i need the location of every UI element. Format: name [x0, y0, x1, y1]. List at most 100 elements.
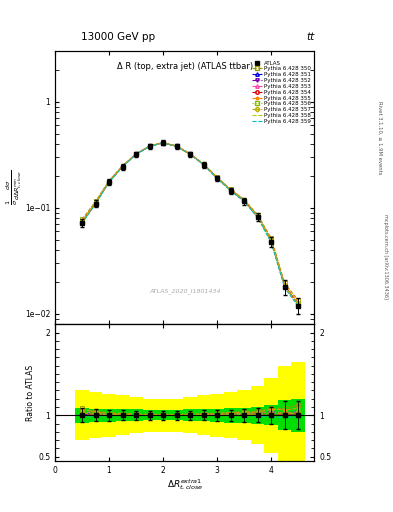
- Pythia 6.428 351: [120, 163, 125, 169]
- Bar: [237, 391, 251, 440]
- Pythia 6.428 354: [242, 198, 246, 204]
- Bar: [170, 410, 184, 420]
- Bar: [89, 409, 102, 422]
- Pythia 6.428 355: [188, 151, 193, 157]
- Line: Pythia 6.428 353: Pythia 6.428 353: [80, 141, 300, 306]
- Line: Pythia 6.428 359: Pythia 6.428 359: [82, 143, 298, 306]
- Pythia 6.428 355: [174, 143, 179, 149]
- Pythia 6.428 350: [269, 235, 274, 241]
- Pythia 6.428 351: [269, 237, 274, 243]
- Pythia 6.428 356: [269, 237, 274, 243]
- Bar: [143, 410, 156, 420]
- Pythia 6.428 355: [80, 217, 84, 223]
- Pythia 6.428 350: [201, 161, 206, 167]
- Pythia 6.428 356: [120, 163, 125, 169]
- Pythia 6.428 356: [107, 178, 112, 184]
- Pythia 6.428 354: [107, 179, 112, 185]
- Bar: [251, 407, 264, 423]
- Pythia 6.428 357: [188, 151, 193, 157]
- Text: ATLAS_2020_I1801434: ATLAS_2020_I1801434: [149, 289, 220, 294]
- Pythia 6.428 353: [147, 143, 152, 149]
- Pythia 6.428 357: [215, 175, 220, 181]
- Pythia 6.428 358: [80, 220, 84, 226]
- Bar: [102, 409, 116, 422]
- Pythia 6.428 358: [228, 187, 233, 194]
- Pythia 6.428 353: [296, 301, 301, 307]
- Bar: [116, 410, 129, 421]
- Bar: [251, 387, 264, 444]
- Pythia 6.428 355: [228, 186, 233, 193]
- Pythia 6.428 359: [269, 240, 274, 246]
- Legend: ATLAS, Pythia 6.428 350, Pythia 6.428 351, Pythia 6.428 352, Pythia 6.428 353, P: ATLAS, Pythia 6.428 350, Pythia 6.428 35…: [251, 59, 312, 125]
- Pythia 6.428 358: [296, 303, 301, 309]
- Pythia 6.428 358: [201, 161, 206, 167]
- Pythia 6.428 351: [255, 213, 260, 219]
- Pythia 6.428 357: [174, 143, 179, 150]
- Pythia 6.428 350: [228, 186, 233, 193]
- Pythia 6.428 351: [188, 151, 193, 157]
- Pythia 6.428 358: [147, 143, 152, 150]
- Pythia 6.428 356: [242, 197, 246, 203]
- Text: mcplots.cern.ch [arXiv:1306.3436]: mcplots.cern.ch [arXiv:1306.3436]: [384, 214, 388, 298]
- Pythia 6.428 351: [134, 151, 138, 157]
- Pythia 6.428 352: [80, 219, 84, 225]
- Pythia 6.428 358: [134, 151, 138, 157]
- Bar: [292, 361, 305, 469]
- Text: Rivet 3.1.10, ≥ 1.9M events: Rivet 3.1.10, ≥ 1.9M events: [377, 101, 382, 175]
- Pythia 6.428 356: [282, 283, 287, 289]
- Pythia 6.428 356: [134, 151, 138, 157]
- Pythia 6.428 356: [228, 187, 233, 193]
- Pythia 6.428 351: [93, 200, 98, 206]
- Pythia 6.428 358: [161, 140, 165, 146]
- Pythia 6.428 357: [242, 198, 246, 204]
- Pythia 6.428 351: [282, 283, 287, 289]
- Pythia 6.428 352: [174, 143, 179, 150]
- Line: Pythia 6.428 355: Pythia 6.428 355: [80, 141, 300, 304]
- Pythia 6.428 358: [93, 200, 98, 206]
- Bar: [102, 394, 116, 437]
- Pythia 6.428 350: [107, 178, 112, 184]
- Pythia 6.428 357: [147, 143, 152, 150]
- Pythia 6.428 352: [134, 151, 138, 157]
- Pythia 6.428 354: [147, 143, 152, 150]
- Pythia 6.428 354: [120, 163, 125, 169]
- Pythia 6.428 350: [174, 143, 179, 149]
- Bar: [156, 399, 170, 432]
- Pythia 6.428 356: [215, 175, 220, 181]
- Pythia 6.428 351: [107, 179, 112, 185]
- Pythia 6.428 356: [93, 200, 98, 206]
- Pythia 6.428 354: [296, 302, 301, 308]
- Pythia 6.428 357: [80, 219, 84, 225]
- Pythia 6.428 357: [107, 179, 112, 185]
- Bar: [184, 397, 197, 434]
- Pythia 6.428 351: [174, 143, 179, 149]
- Line: Pythia 6.428 352: Pythia 6.428 352: [80, 141, 300, 307]
- Pythia 6.428 359: [120, 164, 125, 170]
- Bar: [264, 406, 278, 425]
- Pythia 6.428 351: [80, 219, 84, 225]
- Bar: [75, 408, 89, 423]
- Pythia 6.428 351: [201, 161, 206, 167]
- Pythia 6.428 353: [120, 163, 125, 169]
- Pythia 6.428 358: [107, 179, 112, 185]
- Pythia 6.428 356: [174, 143, 179, 149]
- Pythia 6.428 355: [107, 178, 112, 184]
- Pythia 6.428 356: [188, 151, 193, 157]
- Pythia 6.428 358: [269, 239, 274, 245]
- Pythia 6.428 359: [107, 179, 112, 185]
- Bar: [237, 408, 251, 423]
- Pythia 6.428 352: [147, 143, 152, 150]
- Pythia 6.428 350: [215, 174, 220, 180]
- Pythia 6.428 359: [255, 215, 260, 221]
- Pythia 6.428 353: [161, 140, 165, 146]
- Pythia 6.428 357: [161, 140, 165, 146]
- Y-axis label: Ratio to ATLAS: Ratio to ATLAS: [26, 365, 35, 420]
- Pythia 6.428 356: [80, 218, 84, 224]
- Bar: [292, 399, 305, 432]
- Pythia 6.428 350: [282, 280, 287, 286]
- Pythia 6.428 351: [161, 140, 165, 146]
- Text: 13000 GeV pp: 13000 GeV pp: [81, 32, 155, 42]
- Pythia 6.428 354: [80, 219, 84, 225]
- Bar: [197, 395, 210, 435]
- Bar: [156, 410, 170, 420]
